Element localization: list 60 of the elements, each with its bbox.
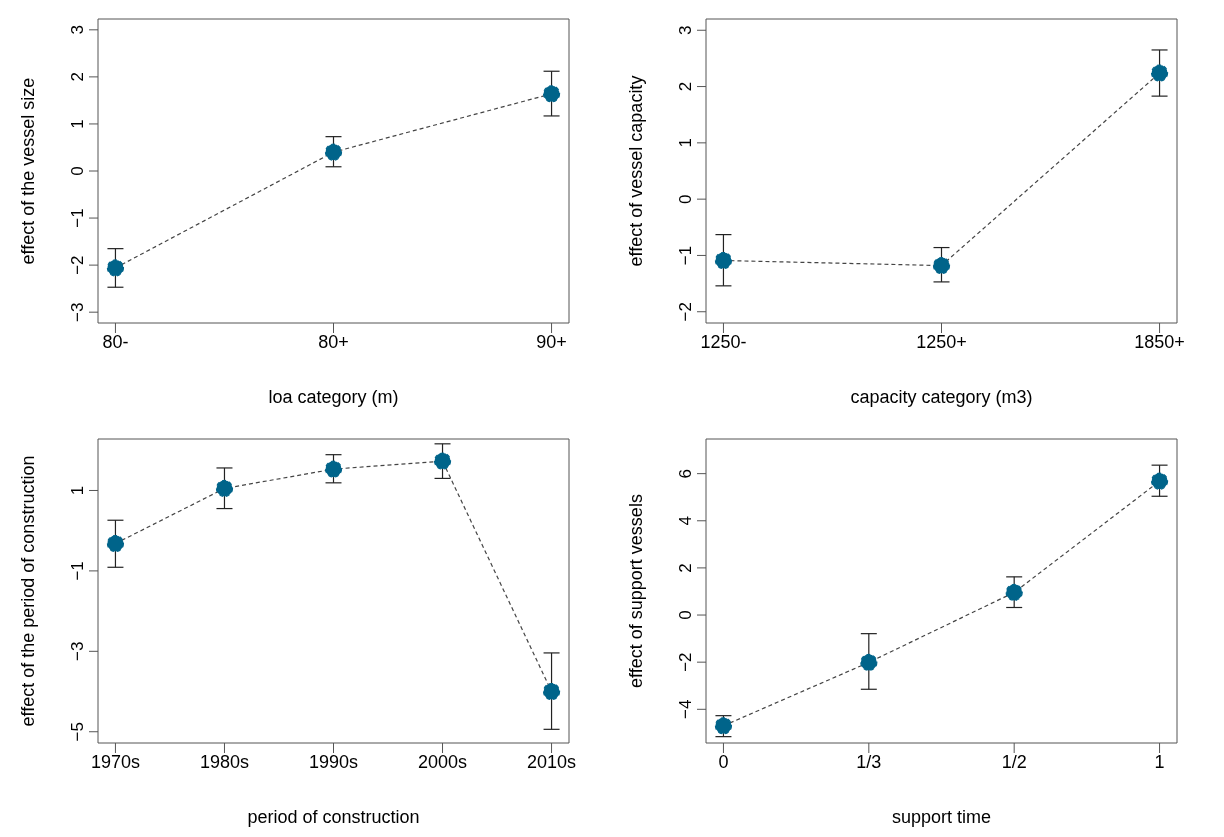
x-tick-label: 1970s (90, 751, 140, 772)
x-tick-label: 0 (718, 751, 729, 772)
x-tick-label: 1 (1154, 751, 1165, 772)
point (106, 534, 125, 553)
point (106, 259, 125, 277)
y-tick-label: 0 (676, 194, 695, 204)
x-tick-label: 1250- (700, 331, 747, 352)
y-tick-label: 2 (676, 81, 695, 92)
x-tick-label: 90+ (536, 331, 567, 352)
y-axis-title: effect of support vessels (626, 494, 647, 688)
y-tick-label: 1 (68, 119, 87, 129)
y-tick-label: 4 (676, 516, 695, 526)
point (1005, 583, 1023, 602)
x-tick-label: 2010s (527, 751, 577, 772)
y-tick-label: −1 (68, 561, 87, 581)
y-tick-label: −4 (676, 699, 695, 719)
x-axis-title: support time (891, 807, 992, 827)
y-tick-label: 1 (676, 138, 695, 148)
y-tick-label: −1 (68, 208, 87, 228)
y-tick-label: 2 (68, 72, 87, 82)
point (542, 85, 561, 103)
x-tick-label: 1/2 (1001, 751, 1027, 772)
x-tick-label: 1/3 (856, 751, 882, 772)
y-tick-label: −2 (676, 302, 695, 322)
point (860, 653, 878, 672)
x-axis-title: period of construction (247, 807, 420, 827)
x-tick-label: 1980s (199, 751, 249, 772)
y-axis-title: effect of the vessel size (18, 77, 39, 265)
x-tick-label: 1850+ (1134, 331, 1185, 352)
y-tick-label: −1 (676, 245, 695, 266)
y-tick-label: −5 (68, 722, 87, 742)
y-tick-label: 2 (676, 563, 695, 573)
point (324, 460, 343, 478)
y-tick-label: −2 (676, 652, 695, 672)
y-tick-label: −3 (68, 641, 87, 662)
x-tick-label: 80- (102, 331, 129, 352)
point (215, 479, 234, 498)
x-tick-label: 80+ (318, 331, 349, 352)
y-tick-label: −2 (68, 255, 87, 275)
y-tick-label: 3 (676, 25, 695, 35)
point (542, 682, 561, 701)
y-tick-label: 0 (676, 610, 695, 620)
x-axis-title: loa category (m) (268, 387, 399, 407)
point (433, 452, 452, 470)
y-tick-label: 1 (68, 485, 87, 496)
y-axis-title: effect of vessel capacity (626, 75, 647, 267)
point (1150, 64, 1169, 82)
x-tick-label: 2000s (418, 751, 468, 772)
y-tick-label: −3 (68, 302, 87, 322)
point (714, 251, 733, 270)
y-tick-label: 6 (676, 468, 695, 479)
point (932, 256, 951, 275)
y-axis-title: effect of the period of construction (18, 455, 39, 727)
x-axis-title: capacity category (m3) (850, 387, 1033, 407)
point (324, 143, 343, 161)
y-tick-label: 3 (68, 25, 87, 35)
y-tick-label: 0 (68, 166, 87, 176)
x-tick-label: 1990s (308, 751, 359, 772)
point (1150, 472, 1169, 490)
x-tick-label: 1250+ (916, 331, 967, 352)
